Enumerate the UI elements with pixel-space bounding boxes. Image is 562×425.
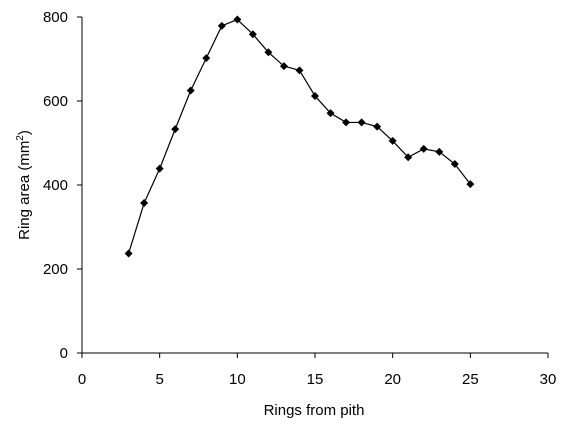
x-tick-label: 5 bbox=[155, 371, 163, 388]
y-ticks: 0 200 400 600 800 bbox=[43, 9, 82, 362]
data-point bbox=[202, 54, 211, 63]
y-axis-title: Ring area (mm2) bbox=[15, 130, 33, 240]
data-point bbox=[248, 30, 257, 39]
data-point bbox=[342, 118, 351, 127]
y-axis-title-end: ) bbox=[16, 130, 33, 135]
data-point bbox=[233, 15, 242, 24]
data-point bbox=[124, 249, 133, 258]
x-axis-title: Rings from pith bbox=[264, 402, 365, 419]
x-tick-label: 20 bbox=[384, 371, 401, 388]
x-tick-label: 15 bbox=[307, 371, 324, 388]
data-point bbox=[357, 118, 366, 127]
data-point bbox=[404, 153, 413, 162]
data-point bbox=[466, 180, 475, 189]
data-point bbox=[373, 122, 382, 131]
y-tick-label: 200 bbox=[43, 261, 68, 278]
data-point bbox=[295, 66, 304, 75]
y-axis-title-superscript: 2 bbox=[15, 135, 26, 141]
x-tick-label: 25 bbox=[462, 371, 479, 388]
data-point bbox=[326, 109, 335, 118]
data-point bbox=[279, 62, 288, 71]
data-point bbox=[450, 160, 459, 168]
y-tick-label: 400 bbox=[43, 177, 68, 194]
data-point bbox=[171, 125, 180, 134]
data-point bbox=[264, 48, 273, 57]
data-point bbox=[311, 91, 319, 100]
y-tick-label: 800 bbox=[43, 9, 68, 26]
series-line bbox=[128, 18, 471, 254]
x-tick-label: 0 bbox=[78, 371, 86, 388]
data-point bbox=[140, 199, 149, 208]
y-tick-label: 600 bbox=[43, 93, 68, 110]
data-point bbox=[388, 136, 397, 145]
data-point bbox=[435, 147, 444, 156]
y-axis-title-main: Ring area (mm bbox=[16, 141, 33, 240]
data-point bbox=[186, 86, 195, 95]
data-point bbox=[419, 144, 428, 153]
x-tick-label: 10 bbox=[229, 371, 246, 388]
x-tick-label: 30 bbox=[540, 371, 557, 388]
data-point bbox=[155, 164, 164, 173]
x-ticks: 0 5 10 15 20 25 30 bbox=[78, 353, 557, 388]
data-point bbox=[217, 21, 226, 30]
y-tick-label: 0 bbox=[60, 345, 68, 362]
series-layer bbox=[124, 15, 475, 258]
